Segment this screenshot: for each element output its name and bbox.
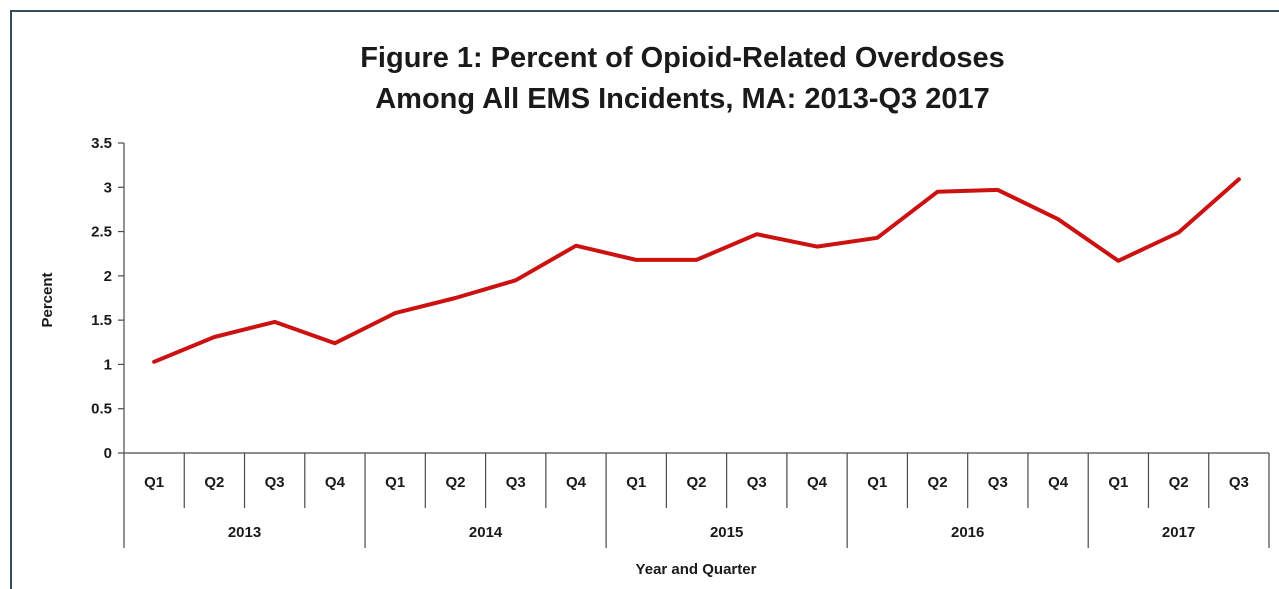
- x-tick-label-quarter: Q1: [144, 474, 164, 491]
- y-tick-label: 1: [104, 356, 112, 373]
- x-tick-label-year: 2015: [710, 524, 743, 541]
- chart-title-line-2: Among All EMS Incidents, MA: 2013-Q3 201…: [375, 83, 990, 115]
- chart-frame: [10, 10, 1279, 589]
- x-tick-label-quarter: Q4: [1048, 474, 1069, 491]
- x-tick-label-quarter: Q3: [1229, 474, 1249, 491]
- chart-series: [152, 177, 1241, 364]
- x-axis-categories: Q1 Q2 Q3 Q4 Q1 Q2 Q3 Q4 Q1 Q2 Q3 Q4 Q1 Q2 Q3 Q4 Q1 Q2 Q3 20…: [123, 453, 1270, 548]
- x-tick-label-year: 2014: [469, 524, 503, 541]
- x-tick-label-quarter: Q4: [566, 474, 587, 491]
- x-tick-label-quarter: Q1: [626, 474, 646, 491]
- y-tick-label: 3: [104, 179, 112, 196]
- y-tick-label: 3.5: [91, 135, 112, 152]
- y-axis-ticks: 0 0.5 1 1.5 2 2.5 3 3.5: [91, 135, 124, 462]
- x-tick-label-quarter: Q3: [988, 474, 1008, 491]
- chart-title: Figure 1: Percent of Opioid-Related Over…: [0, 38, 1279, 120]
- x-tick-label-quarter: Q2: [445, 474, 465, 491]
- chart-title-line-1: Figure 1: Percent of Opioid-Related Over…: [360, 42, 1005, 74]
- x-tick-label-quarter: Q4: [807, 474, 828, 491]
- series-line: [152, 177, 1241, 364]
- x-tick-label-quarter: Q1: [867, 474, 887, 491]
- chart-axes: [123, 143, 1269, 454]
- x-tick-label-quarter: Q1: [385, 474, 405, 491]
- x-axis-title: Year and Quarter: [636, 561, 757, 578]
- x-tick-label-quarter: Q2: [928, 474, 948, 491]
- x-tick-label-quarter: Q4: [325, 474, 346, 491]
- x-tick-label-year: 2016: [951, 524, 984, 541]
- y-tick-label: 0: [104, 445, 112, 462]
- x-tick-label-quarter: Q2: [204, 474, 224, 491]
- y-tick-label: 2: [104, 268, 112, 285]
- y-tick-label: 1.5: [91, 312, 112, 329]
- y-tick-label: 0.5: [91, 401, 112, 418]
- x-tick-label-quarter: Q3: [506, 474, 526, 491]
- x-tick-label-year: 2017: [1162, 524, 1195, 541]
- x-tick-label-quarter: Q2: [1169, 474, 1189, 491]
- y-tick-label: 2.5: [91, 224, 112, 241]
- y-axis-title: Percent: [39, 272, 56, 327]
- x-tick-label-quarter: Q3: [265, 474, 285, 491]
- x-tick-label-quarter: Q2: [686, 474, 706, 491]
- x-tick-label-quarter: Q3: [747, 474, 767, 491]
- x-tick-label-quarter: Q1: [1108, 474, 1128, 491]
- x-tick-label-year: 2013: [228, 524, 261, 541]
